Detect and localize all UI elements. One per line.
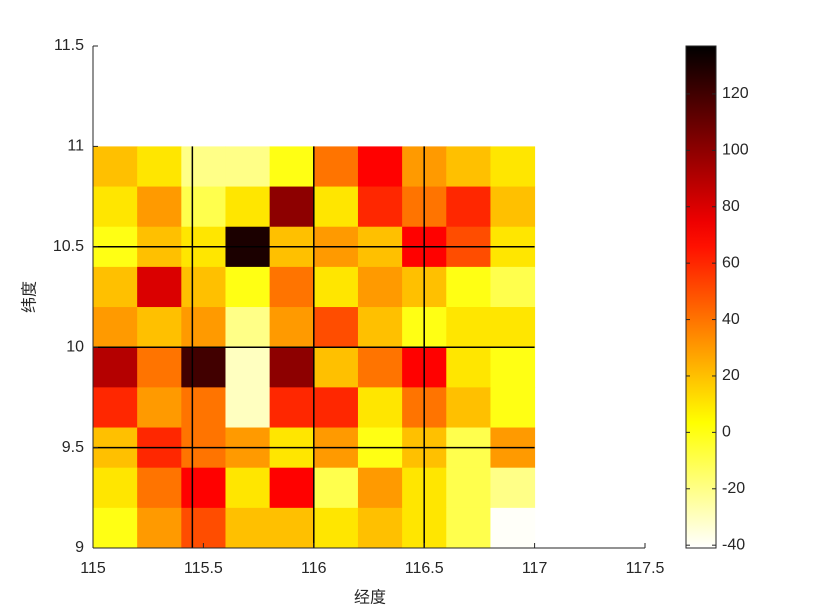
heat-cell bbox=[225, 266, 271, 308]
heat-cell bbox=[225, 467, 271, 509]
heat-cell bbox=[93, 266, 138, 308]
x-axis-label: 经度 bbox=[354, 588, 386, 607]
colorbar bbox=[685, 45, 717, 549]
x-tick-label: 115 bbox=[80, 560, 106, 577]
colorbar-tick-label: 40 bbox=[722, 311, 740, 328]
heat-cell bbox=[93, 146, 138, 188]
heat-cell bbox=[181, 347, 226, 388]
heat-cell bbox=[181, 186, 226, 228]
y-tick-label: 11.5 bbox=[54, 37, 84, 54]
heat-cell bbox=[313, 347, 359, 388]
heat-cell bbox=[490, 387, 536, 429]
heat-cell bbox=[137, 266, 182, 308]
y-tick-label: 9.5 bbox=[62, 439, 84, 456]
heat-cell bbox=[446, 467, 491, 509]
heat-cell bbox=[446, 186, 491, 228]
y-tick-label: 10 bbox=[66, 338, 84, 355]
heat-cell bbox=[269, 507, 315, 549]
heat-cell bbox=[93, 387, 138, 429]
x-tick-label: 115.5 bbox=[184, 560, 223, 577]
heat-cell bbox=[490, 467, 536, 509]
heat-cell bbox=[269, 307, 315, 348]
x-tick-label: 117.5 bbox=[626, 560, 665, 577]
heat-cell bbox=[137, 307, 182, 348]
heat-cell bbox=[357, 387, 403, 429]
heat-cell bbox=[93, 186, 138, 228]
heat-cell bbox=[313, 146, 359, 188]
heat-cell bbox=[137, 186, 182, 228]
heat-cell bbox=[93, 467, 138, 509]
y-tick-label: 11 bbox=[67, 138, 84, 155]
x-tick-label: 116.5 bbox=[405, 560, 444, 577]
heat-cell bbox=[357, 347, 403, 388]
heat-cell bbox=[181, 507, 226, 549]
heat-cell bbox=[357, 186, 403, 228]
y-tick-label: 9 bbox=[75, 539, 84, 556]
heat-cell bbox=[181, 467, 226, 509]
heat-cell bbox=[490, 347, 536, 388]
heat-cell bbox=[446, 266, 491, 308]
heat-cell bbox=[269, 467, 315, 509]
x-tick-label: 116 bbox=[301, 560, 327, 577]
heat-cell bbox=[225, 307, 271, 348]
heat-cell bbox=[313, 307, 359, 348]
x-tick-label: 117 bbox=[522, 560, 548, 577]
heat-cell bbox=[313, 186, 359, 228]
colorbar-tick-label: 20 bbox=[722, 367, 740, 384]
heat-cell bbox=[181, 387, 226, 429]
y-axis-label: 纬度 bbox=[20, 281, 39, 313]
heat-cell bbox=[446, 146, 491, 188]
heat-cell bbox=[269, 266, 315, 308]
heat-cell bbox=[446, 507, 491, 549]
heat-cell bbox=[225, 146, 271, 188]
heat-cell bbox=[490, 266, 536, 308]
heat-cell bbox=[313, 507, 359, 549]
heat-cell bbox=[225, 186, 271, 228]
heat-cell bbox=[490, 186, 536, 228]
heat-cell bbox=[137, 387, 182, 429]
heat-cell bbox=[181, 307, 226, 348]
colorbar-tick-label: 100 bbox=[722, 142, 749, 159]
heat-cell bbox=[93, 307, 138, 348]
colorbar-tick-label: 120 bbox=[722, 85, 749, 102]
heat-cell bbox=[446, 347, 491, 388]
heat-cell bbox=[269, 347, 315, 388]
colorbar-tick-label: 80 bbox=[722, 198, 740, 215]
heat-cell bbox=[269, 186, 315, 228]
heat-cell bbox=[490, 146, 536, 188]
heat-cell bbox=[225, 347, 271, 388]
y-tick-label: 10.5 bbox=[53, 238, 84, 255]
heat-cell bbox=[225, 507, 271, 549]
heat-cell bbox=[269, 146, 315, 188]
heat-cell bbox=[269, 387, 315, 429]
heat-cell bbox=[181, 266, 226, 308]
heat-cell bbox=[446, 307, 491, 348]
colorbar-tick-label: -20 bbox=[722, 480, 745, 497]
heat-cell bbox=[137, 146, 182, 188]
heat-cell bbox=[357, 266, 403, 308]
heat-cell bbox=[93, 347, 138, 388]
heat-cell bbox=[490, 507, 536, 549]
heat-cell bbox=[446, 387, 491, 429]
heat-cell bbox=[490, 307, 536, 348]
heat-cell bbox=[357, 467, 403, 509]
heat-cell bbox=[137, 507, 182, 549]
heat-cell bbox=[137, 467, 182, 509]
heat-cell bbox=[357, 146, 403, 188]
heat-cell bbox=[225, 387, 271, 429]
colorbar-tick-label: 60 bbox=[722, 254, 740, 271]
heat-cell bbox=[93, 507, 138, 549]
heat-cell bbox=[313, 387, 359, 429]
heat-cell bbox=[137, 347, 182, 388]
heat-cell bbox=[357, 307, 403, 348]
heat-cell bbox=[181, 146, 226, 188]
colorbar-tick-label: -40 bbox=[722, 536, 745, 553]
heat-cell bbox=[313, 266, 359, 308]
heat-cell bbox=[357, 507, 403, 549]
colorbar-tick-label: 0 bbox=[722, 424, 731, 441]
heat-cell bbox=[313, 467, 359, 509]
